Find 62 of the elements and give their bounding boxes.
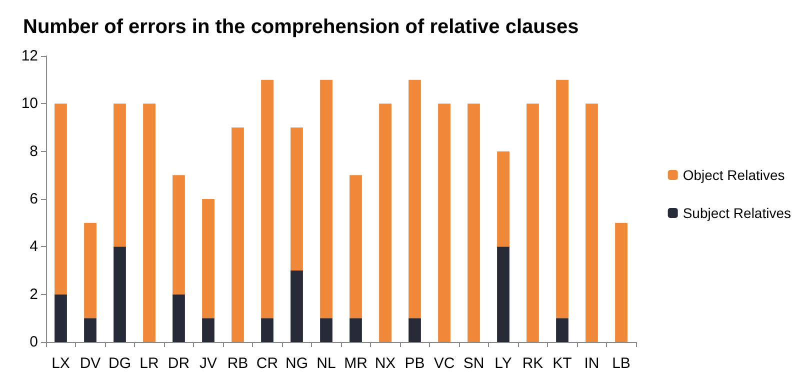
y-tick-label: 0 [30,334,38,350]
y-tick-label: 2 [30,286,38,303]
y-tick-label: 4 [30,238,38,256]
x-tick-label: LB [612,355,630,372]
x-tick-label: DV [80,355,101,372]
x-tick-label: NX [374,355,396,372]
bar [408,318,421,342]
legend-label: Object Relatives [682,167,785,183]
bar [232,128,244,342]
x-tick-label: DR [168,355,190,372]
bar [438,104,450,342]
bar [54,294,67,342]
x-tick-label: KT [552,355,572,372]
x-tick-label: NL [316,355,336,372]
x-tick-label: DG [108,355,131,372]
bar [556,318,568,342]
bar [114,246,126,342]
x-tick-label: LY [494,355,512,372]
bar [172,175,185,294]
x-tick-label: IN [584,355,600,372]
bar [468,104,480,342]
bar [379,104,392,342]
bar [320,318,332,342]
y-tick-label: 6 [30,190,38,208]
x-tick-label: LR [140,355,159,372]
x-tick-label: SN [463,355,484,372]
x-tick-label: PB [404,355,425,372]
x-tick-label: MR [344,355,368,372]
bar [615,222,628,342]
bar [261,318,274,342]
x-tick-label: CR [256,355,278,372]
bar [290,128,303,270]
bar [84,222,96,318]
bar [497,151,510,247]
bar [290,270,303,342]
chart-title: Number of errors in the comprehension of relative clauses [23,16,579,38]
x-tick-label: RK [522,355,544,372]
bar [526,104,539,342]
x-tick-label: VC [434,355,455,372]
bar [84,318,96,342]
bar [114,104,126,247]
legend-label: Subject Relatives [682,205,792,221]
y-tick-label: 12 [21,48,38,64]
x-tick-label: NG [286,355,308,372]
bar [54,104,67,294]
bar [586,104,598,342]
y-tick-label: 8 [30,142,38,160]
bar [350,175,362,318]
y-tick-label: 10 [21,95,38,112]
x-tick-label: LX [52,355,70,372]
bar [350,318,362,342]
bar [172,294,185,342]
bar [143,104,156,342]
bar [556,80,568,318]
bar [320,80,332,318]
x-tick-label: RB [227,355,248,372]
x-tick-label: JV [199,355,218,372]
bar [202,318,214,342]
bar [261,80,274,318]
bar [408,80,421,318]
bar [202,199,214,318]
bar [497,246,510,342]
